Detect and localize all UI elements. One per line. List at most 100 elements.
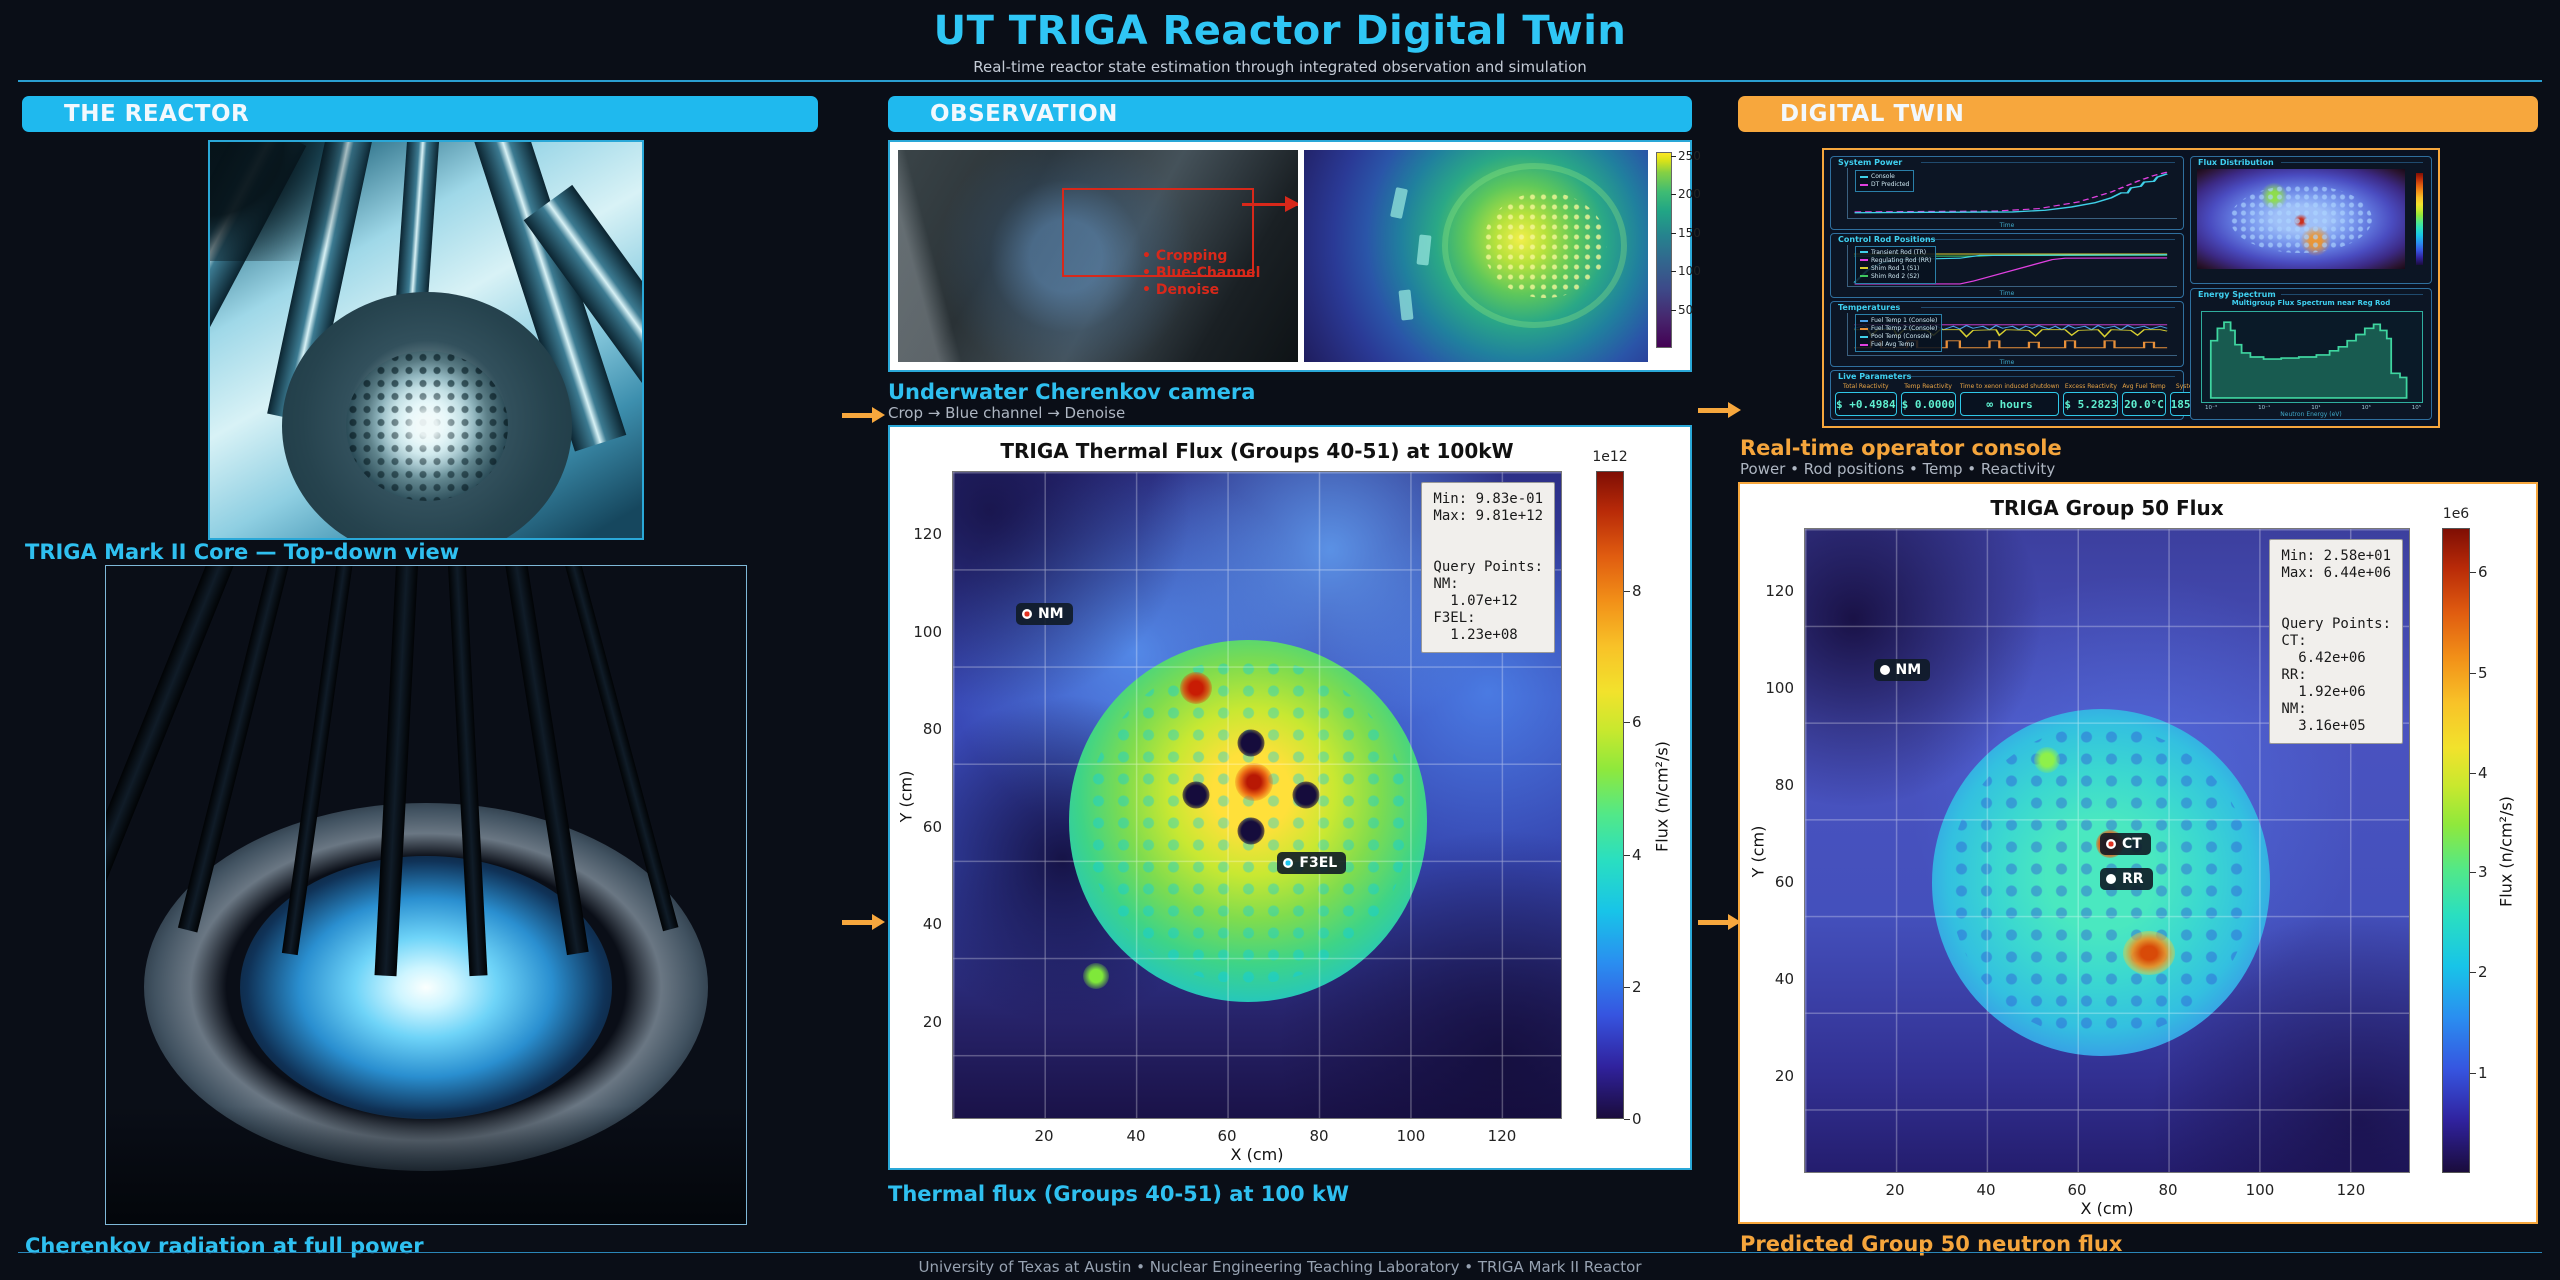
photo-shadow bbox=[210, 142, 383, 261]
x-tick: 40 bbox=[1976, 1181, 1996, 1199]
y-axis-label: Y (cm) bbox=[896, 770, 916, 823]
thermal-flux-heatmap: NM F3EL Min: 9.83e-01 Max: 9.81e+12 Quer… bbox=[952, 471, 1562, 1119]
spectrum-tick: 10⁻¹ bbox=[2258, 405, 2271, 411]
panel-rule bbox=[1921, 238, 2175, 240]
marker-label: F3EL bbox=[1299, 854, 1338, 871]
note-denoise: • Denoise bbox=[1142, 281, 1220, 298]
flow-arrow bbox=[842, 914, 885, 930]
live-value: Total Reactivity $ +0.4984 bbox=[1835, 383, 1897, 416]
y-tick: 120 bbox=[1765, 582, 1794, 600]
processed-camera-image bbox=[1304, 150, 1648, 362]
panel-rule bbox=[2281, 162, 2423, 163]
live-value-box: ∞ hours bbox=[1959, 392, 2060, 416]
legend-label: Fuel Temp 2 (Console) bbox=[1871, 325, 1938, 333]
colorbar-label: Flux (n/cm²/s) bbox=[1652, 741, 1672, 852]
live-value-label: Total Reactivity bbox=[1842, 383, 1889, 391]
time-axis-label: Time bbox=[1999, 359, 2015, 367]
spectrum-tick: 10¹ bbox=[2311, 405, 2321, 411]
cb-tick: 3 bbox=[2470, 863, 2488, 881]
operator-console: System Power Console DT Predicted Time C… bbox=[1822, 148, 2440, 428]
panel-title: Live Parameters bbox=[1838, 372, 1912, 382]
marker-label: CT bbox=[2122, 836, 2142, 853]
underwater-camera-photo: • Cropping • Blue-Channel • Denoise bbox=[898, 150, 1298, 362]
flux-colorbar bbox=[2442, 528, 2470, 1173]
photo-vignette bbox=[106, 1105, 746, 1224]
camera-cb-tick: 100 bbox=[1671, 264, 1701, 278]
header-divider bbox=[18, 80, 2542, 82]
stats-annotation: Min: 9.83e-01 Max: 9.81e+12 Query Points… bbox=[1421, 482, 1555, 653]
live-value-box: $ 5.2823 bbox=[2063, 392, 2119, 416]
processing-arrow bbox=[1242, 203, 1298, 206]
flow-arrow bbox=[1698, 914, 1741, 930]
flux-map-lattice bbox=[2230, 185, 2372, 253]
console-left-column: System Power Console DT Predicted Time C… bbox=[1830, 156, 2225, 420]
marker-dot-icon bbox=[1879, 665, 1890, 676]
legend-label: Fuel Avg Temp bbox=[1871, 341, 1915, 349]
x-tick: 120 bbox=[1487, 1127, 1517, 1145]
panel-temperatures: Temperatures Fuel Temp 1 (Console) Fuel … bbox=[1830, 301, 2184, 368]
legend-item: Console bbox=[1860, 173, 1909, 181]
y-tick: 80 bbox=[922, 720, 942, 738]
camera-cb-tick: 250 bbox=[1671, 149, 1701, 163]
panel-rule bbox=[1921, 162, 2175, 163]
legend-label: Regulating Rod (RR) bbox=[1871, 256, 1932, 264]
instrument-rack bbox=[1390, 187, 1409, 220]
x-tick: 80 bbox=[2158, 1181, 2178, 1199]
camera-cb-tick: 200 bbox=[1671, 187, 1701, 201]
legend-item: DT Predicted bbox=[1860, 181, 1909, 189]
legend-swatch bbox=[1860, 343, 1868, 346]
cb-tick: 4 bbox=[1624, 846, 1642, 864]
x-tick: 20 bbox=[1034, 1127, 1054, 1145]
legend-item: Regulating Rod (RR) bbox=[1860, 257, 1931, 265]
y-tick: 80 bbox=[1774, 776, 1794, 794]
x-axis-label: X (cm) bbox=[1230, 1145, 1284, 1164]
y-tick: 40 bbox=[922, 915, 942, 933]
legend-item: Pool Temp (Console) bbox=[1860, 333, 1937, 341]
core-lattice-processed bbox=[1482, 192, 1607, 299]
legend-item: Transient Rod (TR) bbox=[1860, 249, 1931, 257]
y-tick: 100 bbox=[913, 623, 942, 641]
core-topdown-photo bbox=[208, 140, 644, 540]
predicted-flux-plot-title: TRIGA Group 50 Flux bbox=[1990, 496, 2224, 520]
time-axis-label: Time bbox=[1999, 290, 2015, 298]
caption-cherenkov: Cherenkov radiation at full power bbox=[25, 1234, 424, 1258]
caption-console-steps: Power • Rod positions • Temp • Reactivit… bbox=[1740, 460, 2056, 478]
panel-title: Energy Spectrum bbox=[2198, 290, 2276, 299]
footer-text: University of Texas at Austin • Nuclear … bbox=[918, 1258, 1642, 1276]
cb-tick: 6 bbox=[1624, 713, 1642, 731]
legend-label: Transient Rod (TR) bbox=[1871, 248, 1927, 256]
instrument-rack bbox=[1398, 289, 1414, 321]
flow-arrow bbox=[1698, 402, 1741, 418]
cb-tick: 4 bbox=[2470, 764, 2488, 782]
panel-title: Temperatures bbox=[1838, 303, 1901, 313]
control-rod-hole bbox=[1182, 781, 1210, 809]
green-spot bbox=[1082, 962, 1109, 989]
legend-item: Shim Rod 2 (S2) bbox=[1860, 273, 1931, 281]
marker-dot-icon bbox=[2106, 874, 2117, 885]
marker-label: NM bbox=[1037, 606, 1064, 623]
panel-control-rods: Control Rod Positions Transient Rod (TR)… bbox=[1830, 232, 2184, 299]
x-tick: 100 bbox=[2245, 1181, 2275, 1199]
live-value-box: 20.0°C bbox=[2122, 392, 2166, 416]
section-header-digital-twin-label: DIGITAL TWIN bbox=[1780, 101, 1965, 127]
live-value: Time to xenon induced shutdown ∞ hours bbox=[1959, 383, 2060, 416]
panel-title: System Power bbox=[1838, 158, 1903, 167]
panel-rule bbox=[1921, 307, 2175, 309]
panel-energy-spectrum: Energy Spectrum Multigroup Flux Spectrum… bbox=[2190, 288, 2432, 420]
legend-label: Console bbox=[1871, 173, 1895, 180]
spectrum-x-label: Neutron Energy (eV) bbox=[2280, 411, 2342, 418]
caption-camera: Underwater Cherenkov camera bbox=[888, 380, 1256, 404]
cb-tick: 6 bbox=[2470, 563, 2488, 581]
cb-tick: 1 bbox=[2470, 1064, 2488, 1082]
colorbar-scale: 1e6 bbox=[2442, 506, 2470, 522]
y-tick: 60 bbox=[922, 818, 942, 836]
flux-map-colorbar bbox=[2416, 173, 2423, 265]
time-axis-label: Time bbox=[1999, 221, 2015, 229]
temp-legend: Fuel Temp 1 (Console) Fuel Temp 2 (Conso… bbox=[1855, 314, 1943, 353]
y-tick: 120 bbox=[913, 525, 942, 543]
marker-f3el: F3EL bbox=[1277, 851, 1347, 874]
x-tick: 100 bbox=[1396, 1127, 1426, 1145]
page-title: UT TRIGA Reactor Digital Twin bbox=[933, 8, 1627, 54]
marker-rr: RR bbox=[2100, 868, 2153, 891]
legend-label: Shim Rod 1 (S1) bbox=[1871, 264, 1920, 272]
